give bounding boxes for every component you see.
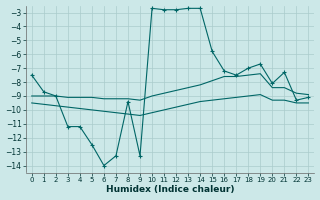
X-axis label: Humidex (Indice chaleur): Humidex (Indice chaleur) xyxy=(106,185,234,194)
